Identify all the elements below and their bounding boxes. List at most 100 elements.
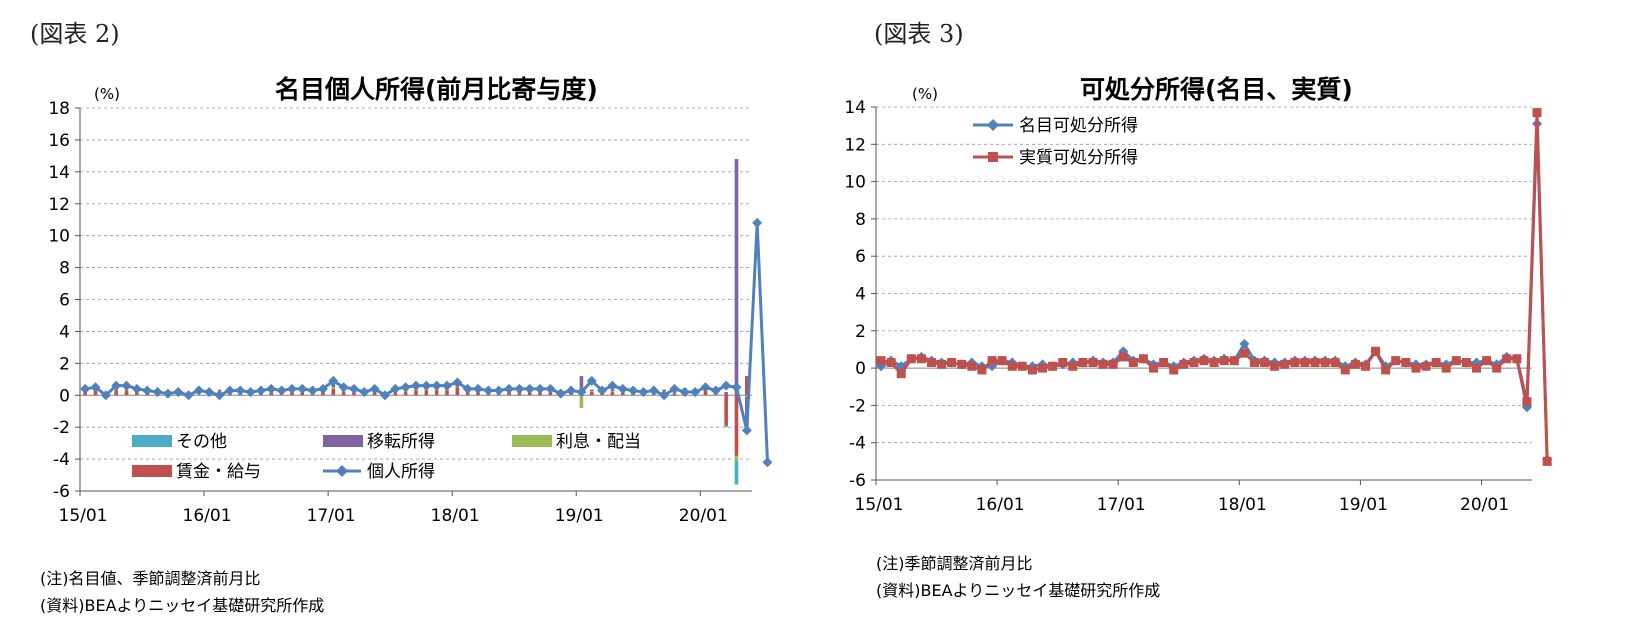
chart-title: 可処分所得(名目、実質) (1080, 75, 1353, 104)
data-point-real (1098, 359, 1108, 369)
x-tick-label: 18/01 (431, 506, 480, 526)
data-point-real (1159, 358, 1169, 368)
data-point-real (1027, 365, 1037, 375)
series-line-income (84, 222, 770, 463)
legend-label-interest: 利息・配当 (556, 432, 641, 452)
data-point-real (1421, 361, 1431, 371)
y-tick-label: 12 (48, 195, 70, 215)
legend-label-0: 名目可処分所得 (1019, 116, 1138, 136)
data-point-real (1017, 361, 1027, 371)
data-point-real (1048, 361, 1058, 371)
data-point-income (483, 385, 494, 396)
bar-wages (403, 392, 408, 396)
chart-note: (注)季節調整済前月比 (876, 554, 1033, 573)
data-point-income (152, 387, 163, 398)
data-point-real (1512, 354, 1522, 364)
bar-wages (114, 390, 118, 396)
data-point-income (648, 385, 659, 396)
y-tick-label: 12 (844, 135, 866, 155)
y-tick-label: -4 (53, 450, 70, 470)
data-point-income (400, 382, 411, 393)
bar-transfer (579, 376, 584, 388)
y-tick-label: -2 (53, 418, 70, 438)
data-point-real (927, 358, 937, 368)
data-point-income (90, 382, 101, 393)
data-point-income (659, 390, 670, 401)
bar-other (734, 460, 739, 485)
bar-wages (424, 390, 429, 396)
data-point-real (1058, 358, 1068, 368)
data-point-real (957, 359, 967, 369)
data-point-real (1441, 363, 1451, 373)
y-tick-label: 8 (59, 259, 70, 279)
legend-label-income: 個人所得 (367, 462, 435, 482)
data-point-income (317, 383, 328, 394)
data-point-real (1189, 358, 1199, 368)
data-point-real (1340, 365, 1350, 375)
data-point-income (545, 383, 556, 394)
y-tick-label: 2 (59, 354, 70, 374)
data-point-income (504, 383, 515, 394)
data-point-real (1401, 358, 1411, 368)
legend-marker-nominal (987, 119, 999, 131)
data-point-income (524, 383, 535, 394)
bar-interest (579, 395, 584, 409)
data-point-real (1532, 108, 1542, 118)
x-tick-label: 15/01 (855, 495, 904, 515)
data-point-real (1310, 358, 1320, 368)
data-point-income (762, 457, 773, 468)
bar-transfer (589, 389, 594, 392)
data-point-real (1461, 358, 1471, 368)
data-point-income (286, 383, 297, 394)
bar-wages (445, 390, 449, 396)
data-point-real (876, 356, 886, 366)
data-point-income (628, 385, 639, 396)
legend-marker-real (988, 152, 998, 162)
data-point-real (1381, 365, 1391, 375)
y-tick-label: 14 (844, 98, 866, 118)
income-contribution-chart: -6 -4 -2 0 2 4 6 8 10 12 14 16 18 15/01 16/01 17/01 18/0… (48, 99, 773, 526)
bar-interest (745, 395, 749, 397)
bar-other (724, 425, 728, 428)
data-point-real (937, 359, 947, 369)
bar-wages (414, 390, 418, 396)
data-point-income (255, 385, 266, 396)
y-tick-label: -6 (53, 482, 70, 502)
bar-interest (734, 455, 739, 461)
data-point-real (916, 354, 926, 364)
bar-transfer (734, 159, 739, 396)
bar-wages (672, 393, 677, 396)
legend-marker-income (336, 465, 348, 477)
x-tick-label: 17/01 (1097, 495, 1146, 515)
bar-transfer (724, 392, 728, 396)
data-point-nominal (1239, 338, 1250, 349)
data-point-real (1138, 354, 1148, 364)
data-point-real (1209, 358, 1219, 368)
data-point-income (442, 380, 453, 391)
data-point-income (679, 387, 690, 398)
data-point-real (1128, 358, 1138, 368)
bar-wages (434, 390, 439, 396)
x-tick-label: 19/01 (1339, 495, 1388, 515)
data-point-real (1280, 359, 1290, 369)
y-tick-label: 18 (48, 99, 70, 119)
data-point-real (1451, 356, 1461, 366)
legend-swatch-other (132, 435, 172, 447)
data-point-income (328, 375, 339, 386)
y-tick-label: -6 (849, 471, 866, 491)
data-point-income (710, 385, 721, 396)
data-point-income (100, 390, 111, 401)
y-tick-label: 16 (48, 131, 70, 151)
y-tick-label: 8 (855, 210, 866, 230)
legend-label-wages: 賃金・給与 (176, 462, 261, 482)
y-unit-label: (%) (912, 85, 938, 103)
bar-interest (610, 391, 615, 393)
y-tick-label: 10 (48, 227, 70, 247)
data-point-income (245, 387, 256, 398)
y-tick-label: -2 (849, 396, 866, 416)
legend-label-other: その他 (176, 432, 227, 452)
data-point-real (1239, 348, 1249, 358)
data-point-real (1219, 356, 1229, 366)
data-point-income (566, 385, 577, 396)
data-point-real (1118, 352, 1128, 362)
